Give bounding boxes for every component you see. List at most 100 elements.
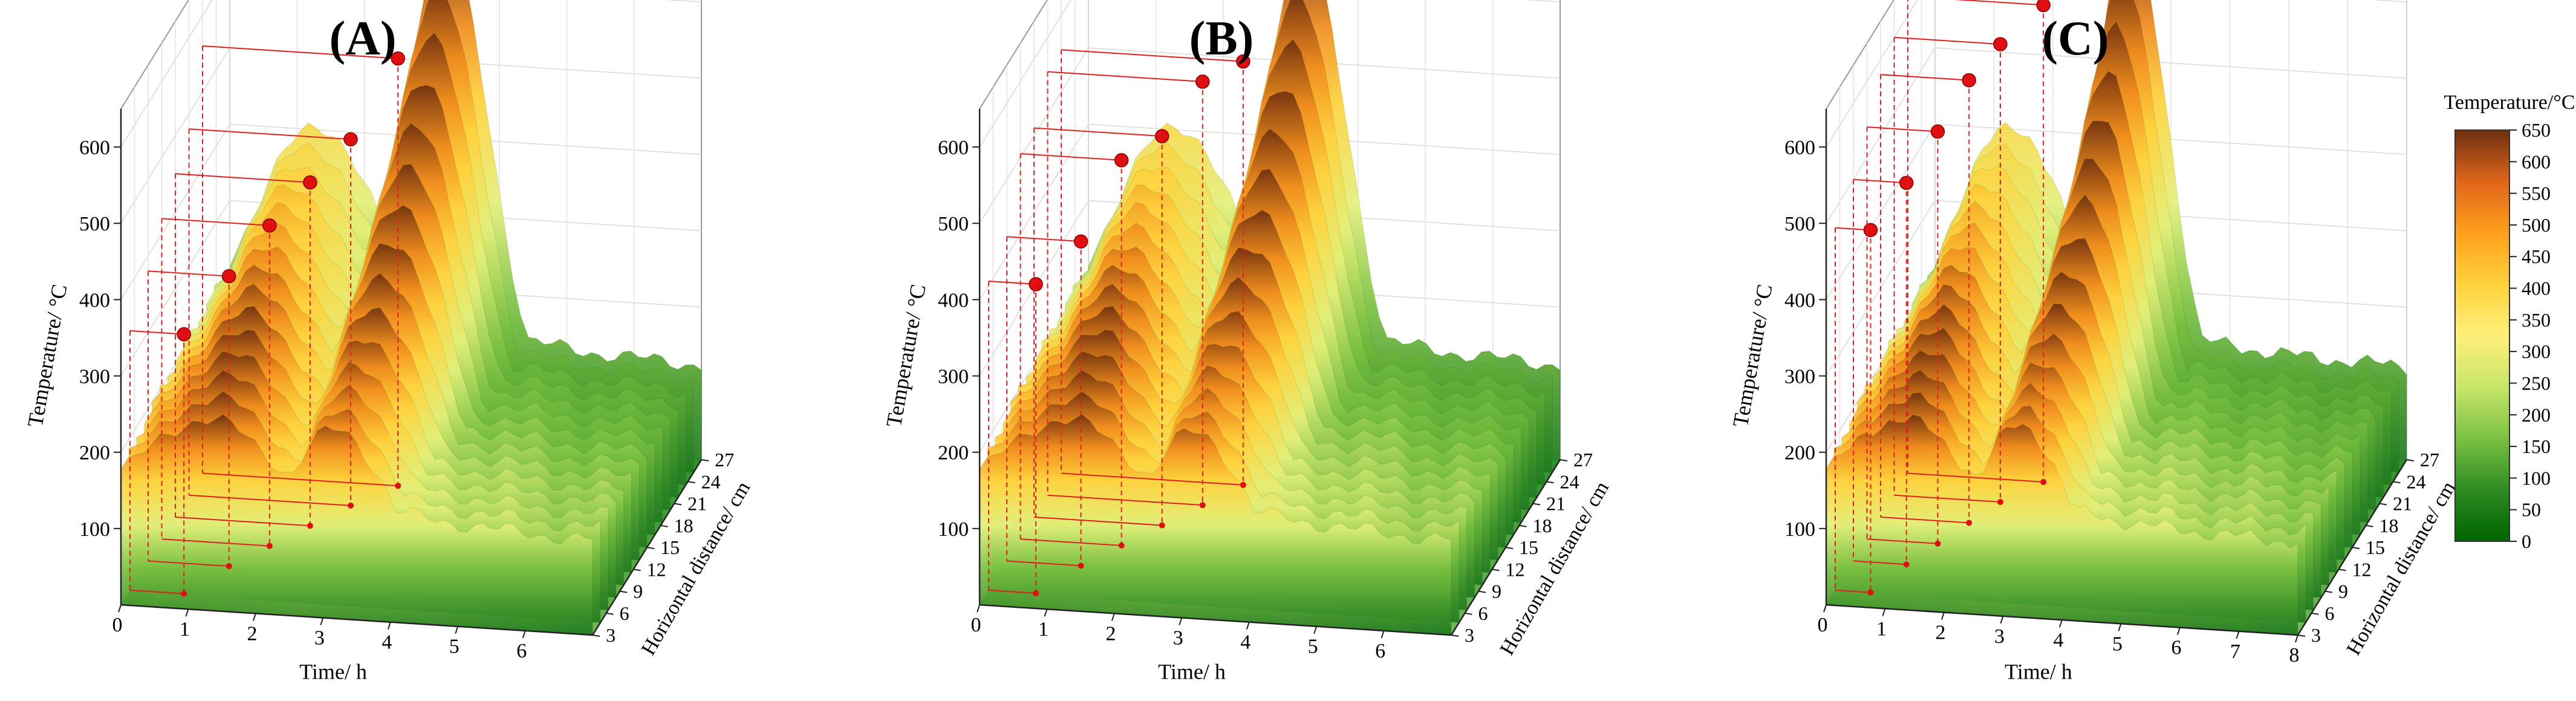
x-tick-label: 8 — [2289, 644, 2300, 667]
panel-label: (C) — [2041, 12, 2109, 65]
y-tick — [1465, 612, 1472, 615]
colorbar-tick-label: 150 — [2522, 435, 2551, 457]
marker-floor-line — [175, 517, 310, 527]
z-tick-label: 100 — [938, 518, 969, 541]
y-tick-label: 9 — [2338, 581, 2348, 602]
x-tick — [455, 626, 459, 634]
x-axis-label: Time/ h — [1158, 660, 1226, 684]
x-tick-label: 3 — [314, 627, 325, 649]
colorbar-title: Temperature/°C — [2444, 91, 2575, 114]
marker-point — [1029, 277, 1043, 292]
y-tick-label: 6 — [620, 602, 629, 624]
colorbar-tick-label: 400 — [2522, 278, 2551, 299]
marker-floor-line — [1020, 538, 1122, 546]
y-tick-label: 18 — [1533, 515, 1552, 536]
y-tick-label: 21 — [2393, 493, 2412, 515]
y-tick-label: 18 — [2379, 515, 2399, 536]
marker-wall-line — [1894, 36, 2001, 45]
y-tick — [2297, 634, 2306, 637]
x-tick-label: 0 — [1818, 614, 1828, 636]
z-tick-label: 600 — [938, 137, 969, 159]
marker-floor-line — [988, 589, 1036, 594]
y-tick-label: 21 — [688, 493, 707, 515]
marker-floor-point — [1159, 522, 1165, 529]
x-tick-label: 6 — [516, 640, 527, 662]
y-tick-label: 12 — [2352, 558, 2372, 580]
y-tick-label: 3 — [2311, 624, 2321, 646]
colorbar-tick-label: 300 — [2522, 341, 2551, 362]
marker-point — [1899, 175, 1914, 191]
x-axis — [979, 604, 1452, 636]
colorbar-tick-label: 450 — [2522, 246, 2551, 267]
marker-floor-point — [181, 590, 187, 597]
x-tick-label: 1 — [180, 618, 190, 641]
marker-wall-line — [175, 173, 310, 183]
z-tick-label: 600 — [1784, 137, 1815, 159]
z-tick-label: 500 — [1784, 213, 1815, 235]
y-tick-label: 12 — [1506, 558, 1525, 580]
colorbar: Temperature/°C 0 50 100 150 200 250 300 350 400 4… — [2444, 91, 2575, 552]
y-tick — [1492, 569, 1500, 572]
y-tick — [2406, 459, 2415, 461]
x-tick-label: 2 — [247, 622, 257, 645]
z-axis-label: Temperature/ °C — [882, 282, 931, 429]
y-tick — [2352, 547, 2360, 549]
z-tick-label: 200 — [938, 442, 969, 465]
marker-floor-point — [307, 523, 313, 529]
x-tick — [1179, 618, 1183, 625]
panel-label: (B) — [1189, 12, 1254, 65]
colorbar-tick-label: 350 — [2522, 309, 2551, 331]
x-tick — [1941, 612, 1945, 620]
x-tick-label: 0 — [971, 614, 981, 636]
x-tick — [2059, 619, 2063, 628]
y-tick — [1532, 503, 1541, 506]
x-tick — [320, 618, 324, 625]
x-tick-label: 0 — [112, 614, 123, 636]
colorbar-tick-label: 50 — [2522, 499, 2541, 521]
marker-floor-line — [1006, 560, 1081, 567]
y-tick-label: 15 — [660, 536, 680, 558]
y-tick — [2379, 503, 2387, 506]
x-tick — [1044, 608, 1048, 617]
x-tick-label: 2 — [1936, 622, 1946, 644]
y-tick-label: 9 — [1492, 581, 1501, 602]
surface-ridge — [1826, 414, 2298, 636]
y-tick — [646, 547, 655, 549]
panel-label: (A) — [329, 12, 396, 65]
y-tick — [1478, 590, 1486, 593]
y-tick — [592, 634, 600, 637]
x-tick-label: 6 — [1375, 640, 1385, 662]
x-tick-label: 6 — [2171, 637, 2182, 659]
x-tick — [1111, 613, 1115, 621]
y-tick-label: 3 — [606, 624, 616, 646]
colorbar-gradient — [2454, 129, 2510, 542]
z-tick-label: 200 — [1784, 442, 1815, 465]
colorbar-tick-label: 200 — [2522, 404, 2551, 426]
z-tick-label: 200 — [79, 442, 110, 465]
x-tick — [2236, 631, 2240, 639]
y-tick — [1451, 634, 1459, 637]
x-axis-label: Time/ h — [299, 660, 367, 684]
marker-point — [1930, 124, 1945, 139]
marker-wall-line — [1880, 74, 1969, 81]
marker-floor-point — [395, 483, 402, 489]
z-axis-label: Temperature/ °C — [23, 282, 72, 429]
z-tick-label: 400 — [938, 289, 969, 311]
y-tick-label: 27 — [2420, 449, 2439, 471]
y-tick-label: 6 — [2325, 602, 2335, 624]
marker-floor-point — [266, 543, 273, 549]
x-tick — [2118, 623, 2122, 631]
y-tick — [619, 590, 628, 593]
marker-wall-line — [189, 128, 351, 140]
marker-floor-line — [148, 560, 229, 567]
marker-wall-line — [988, 280, 1036, 285]
marker-point — [221, 269, 236, 284]
y-tick — [660, 524, 668, 527]
x-tick-label: 4 — [1240, 631, 1251, 654]
y-tick — [1560, 459, 1568, 461]
z-tick-label: 500 — [79, 213, 110, 235]
z-tick-label: 300 — [1784, 366, 1815, 388]
marker-point — [1962, 73, 1976, 88]
colorbar-tick-label: 550 — [2522, 183, 2551, 204]
